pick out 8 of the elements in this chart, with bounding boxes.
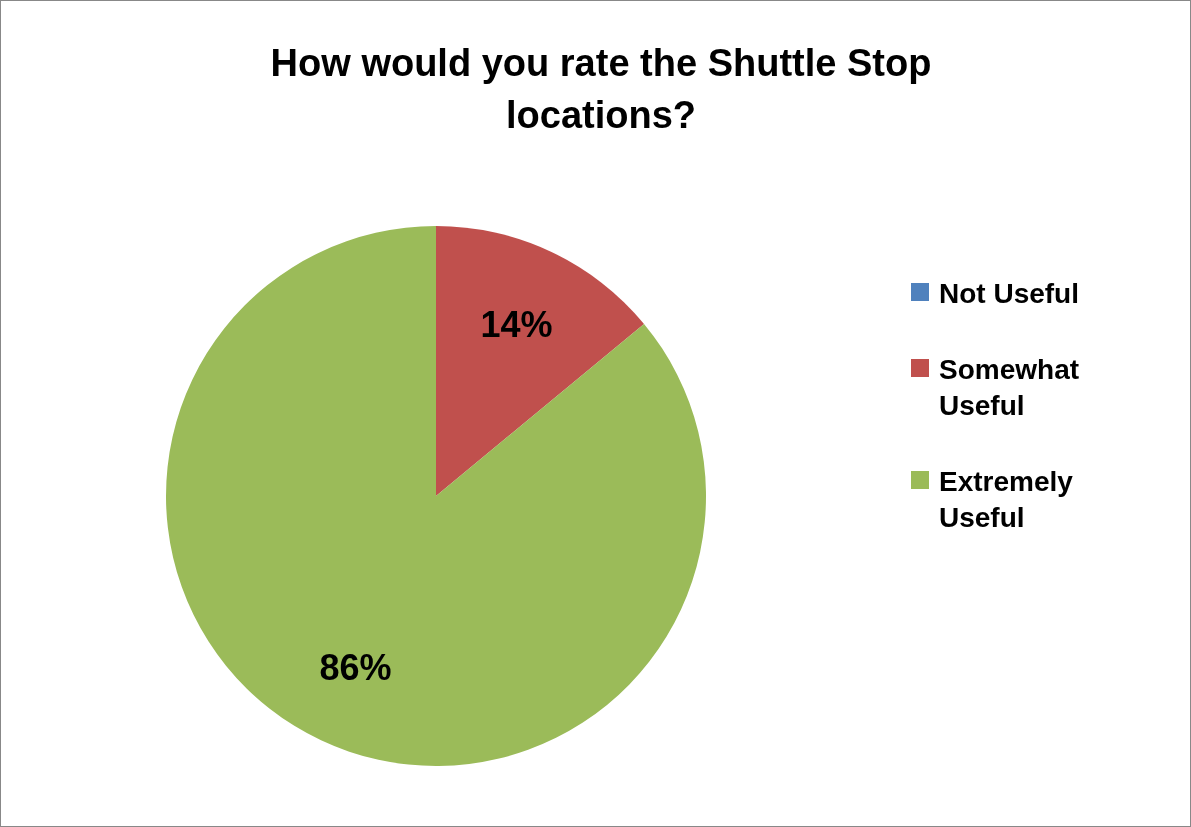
pie-slice (166, 226, 706, 766)
legend-label: Somewhat Useful (939, 353, 1081, 423)
data-label: 14% (480, 304, 553, 346)
chart-title: How would you rate the Shuttle Stop locations? (269, 41, 933, 138)
pie-slice (436, 226, 645, 496)
legend-label: Not Useful (939, 277, 1079, 311)
data-label: 86% (319, 646, 392, 688)
legend-label: Extremely Useful (939, 465, 1074, 535)
